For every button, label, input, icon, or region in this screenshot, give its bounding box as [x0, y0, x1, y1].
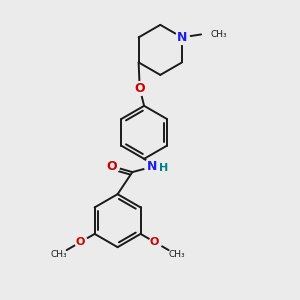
Text: O: O [134, 82, 145, 95]
Text: CH₃: CH₃ [50, 250, 67, 259]
Text: CH₃: CH₃ [169, 250, 185, 259]
Text: O: O [106, 160, 117, 173]
Text: N: N [147, 160, 158, 173]
Text: H: H [159, 163, 169, 173]
Text: N: N [177, 31, 187, 44]
Text: O: O [150, 237, 159, 247]
Text: O: O [76, 237, 85, 247]
Text: CH₃: CH₃ [211, 30, 227, 39]
